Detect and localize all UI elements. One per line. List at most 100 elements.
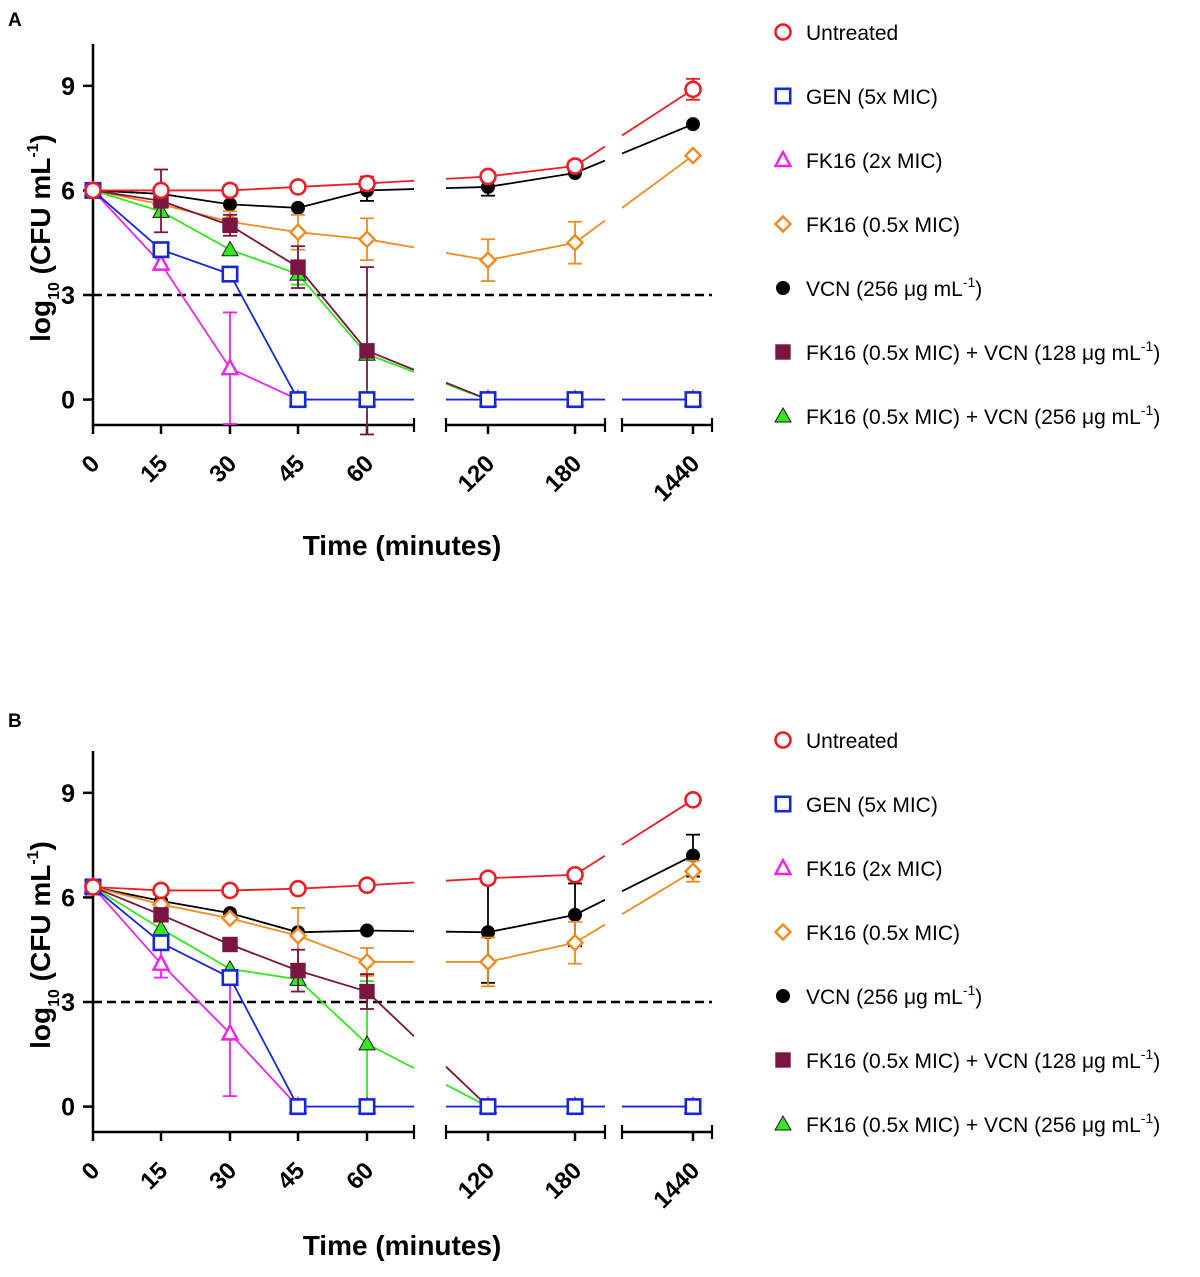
- series-line: [487, 873, 576, 880]
- legend-label: GEN (5x MIC): [806, 86, 938, 109]
- series-line-break-part: [621, 854, 694, 893]
- legend-label: FK16 (0.5x MIC): [806, 214, 960, 237]
- y-axis-title-close: ): [25, 841, 56, 850]
- x-axis-title: Time (minutes): [303, 530, 502, 561]
- legend-label-main: FK16 (0.5x MIC) + VCN (128 μg mL: [806, 342, 1141, 365]
- legend-marker: [774, 406, 792, 423]
- data-point: [84, 878, 102, 896]
- legend-marker: [773, 214, 793, 234]
- y-axis-title: log10 (CFU mL-1): [25, 841, 63, 1049]
- data-point: [152, 934, 170, 952]
- legend-item-fk16_05x: FK16 (0.5x MIC): [773, 214, 960, 237]
- legend-item-fk16_2x: FK16 (2x MIC): [773, 149, 943, 173]
- series-line: [487, 165, 576, 178]
- data-point: [478, 250, 498, 270]
- data-point: [359, 983, 375, 1000]
- legend-item-vcn: VCN (256 μg mL-1): [776, 274, 982, 301]
- legend-item-combo128: FK16 (0.5x MIC) + VCN (128 μg mL-1): [775, 338, 1160, 365]
- legend-label: Untreated: [806, 730, 898, 753]
- legend-label-exponent: -1: [1141, 402, 1154, 418]
- series-line-break-part: [366, 990, 415, 1037]
- legend-label: GEN (5x MIC): [806, 794, 938, 817]
- legend-item-combo256: FK16 (0.5x MIC) + VCN (256 μg mL-1): [774, 402, 1160, 429]
- legend-label: FK16 (0.5x MIC): [806, 922, 960, 945]
- y-tick-label: 0: [61, 1094, 75, 1122]
- legend-label: Untreated: [806, 22, 898, 45]
- legend-marker: [774, 795, 792, 813]
- y-axis-title-subscript: 10: [46, 989, 63, 1007]
- legend-item-vcn: VCN (256 μg mL-1): [776, 982, 982, 1009]
- series-line-break-part: [621, 88, 694, 137]
- data-point: [221, 240, 239, 257]
- data-point: [289, 391, 307, 409]
- x-axis-title: Time (minutes): [303, 1230, 502, 1261]
- data-point: [290, 962, 306, 979]
- series-line: [487, 913, 576, 934]
- data-point: [289, 1098, 307, 1116]
- legend-label: FK16 (0.5x MIC) + VCN (256 μg mL-1): [806, 1110, 1160, 1137]
- data-point: [683, 146, 703, 165]
- data-point: [568, 907, 582, 922]
- data-point: [221, 181, 239, 200]
- data-point: [221, 265, 239, 283]
- legend-marker: [775, 344, 791, 360]
- legend-label-main: FK16 (0.5x MIC) + VCN (256 μg mL: [806, 1114, 1141, 1137]
- y-tick-label: 0: [61, 387, 75, 415]
- panel-letter: A: [8, 10, 22, 31]
- data-point: [479, 869, 497, 888]
- data-point: [358, 391, 376, 409]
- data-point: [566, 391, 584, 409]
- data-point: [684, 791, 702, 809]
- data-point: [220, 1022, 240, 1041]
- data-point: [288, 926, 308, 945]
- data-point: [152, 181, 170, 200]
- legend: Untreated GEN (5x MIC) FK16 (2x MIC) FK16 (…: [773, 22, 1160, 429]
- y-axis-title-close: ): [25, 134, 56, 143]
- legend-label-main: FK16 (0.5x MIC) + VCN (256 μg mL: [806, 406, 1141, 429]
- data-point: [479, 391, 497, 409]
- y-axis-title-unit: (CFU mL: [25, 865, 56, 989]
- data-point: [358, 1098, 376, 1116]
- series-line-break-part: [621, 123, 694, 155]
- legend-label: FK16 (2x MIC): [806, 858, 943, 881]
- legend-label-close: ): [975, 986, 982, 1009]
- data-point: [152, 881, 170, 900]
- series-line-break-part: [366, 188, 415, 192]
- legend-label-close: ): [975, 278, 982, 301]
- data-point: [360, 923, 374, 938]
- legend-label-main: FK16 (0.5x MIC): [806, 922, 960, 945]
- legend-marker: [774, 1114, 792, 1131]
- legend-label-main: Untreated: [806, 730, 898, 753]
- legend-label: VCN (256 μg mL-1): [806, 274, 982, 301]
- series-line: [487, 241, 576, 262]
- legend-label-exponent: -1: [963, 982, 976, 998]
- data-point: [289, 178, 307, 196]
- y-tick-label: 9: [61, 780, 75, 808]
- legend-label-main: GEN (5x MIC): [806, 794, 938, 817]
- legend-label-main: FK16 (0.5x MIC): [806, 214, 960, 237]
- data-point: [222, 217, 238, 233]
- data-point: [151, 953, 171, 971]
- legend-item-untreated: Untreated: [774, 730, 898, 753]
- y-tick-label: 3: [61, 282, 75, 310]
- data-point: [289, 879, 307, 898]
- legend-label-close: ): [1153, 1114, 1160, 1137]
- y-tick-label: 9: [61, 73, 75, 101]
- data-point: [478, 952, 498, 972]
- data-point: [566, 157, 584, 175]
- series-untreated: [84, 77, 702, 200]
- legend-item-gen: GEN (5x MIC): [774, 86, 938, 109]
- legend-label-main: VCN (256 μg mL: [806, 986, 963, 1009]
- legend-label-close: ): [1153, 406, 1160, 429]
- data-point: [565, 233, 585, 252]
- data-point: [359, 343, 375, 359]
- data-point: [222, 936, 238, 953]
- y-tick-label: 6: [61, 884, 75, 912]
- y-tick-label: 3: [61, 989, 75, 1017]
- legend-label: FK16 (2x MIC): [806, 150, 943, 173]
- series-line-break-part: [445, 186, 489, 190]
- series-line-break-part: [366, 929, 415, 933]
- data-point: [686, 117, 700, 132]
